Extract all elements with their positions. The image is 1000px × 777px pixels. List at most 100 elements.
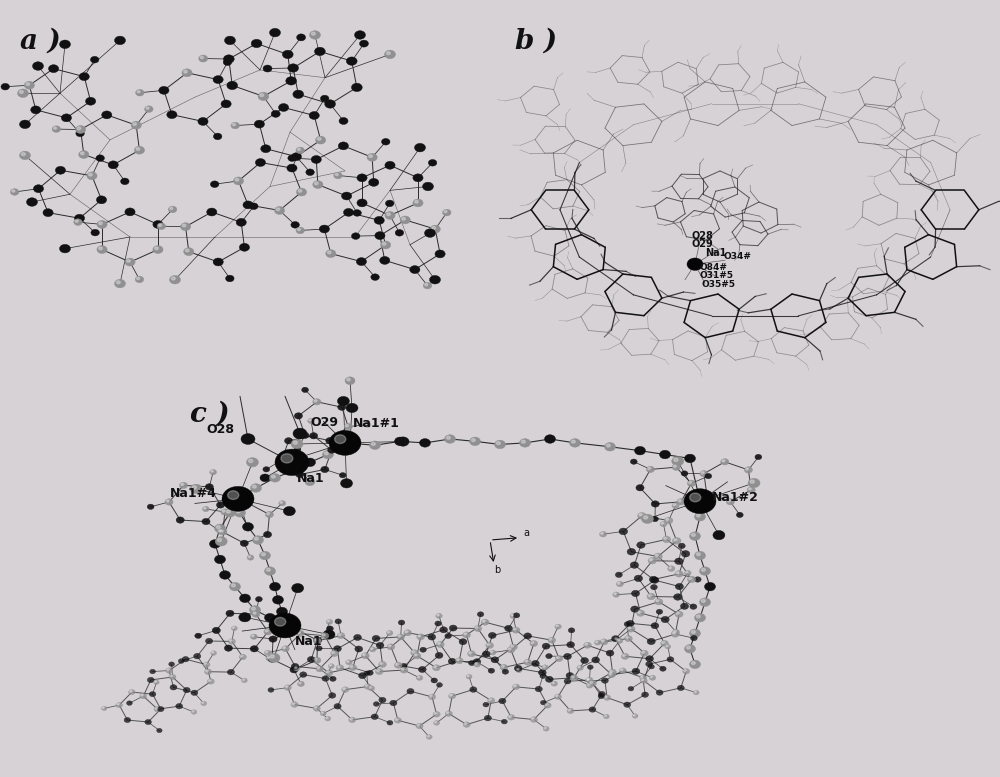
Circle shape xyxy=(602,640,604,642)
Circle shape xyxy=(276,208,280,211)
Circle shape xyxy=(488,632,496,639)
Circle shape xyxy=(373,702,379,706)
Circle shape xyxy=(489,699,491,701)
Circle shape xyxy=(207,208,217,216)
Circle shape xyxy=(43,209,53,217)
Circle shape xyxy=(431,678,437,683)
Circle shape xyxy=(75,220,78,222)
Circle shape xyxy=(231,122,239,129)
Circle shape xyxy=(341,479,353,488)
Circle shape xyxy=(684,644,696,653)
Circle shape xyxy=(218,530,221,531)
Circle shape xyxy=(176,517,184,523)
Circle shape xyxy=(605,696,607,698)
Circle shape xyxy=(367,671,373,675)
Circle shape xyxy=(501,720,507,724)
Circle shape xyxy=(413,653,421,659)
Circle shape xyxy=(342,192,352,200)
Circle shape xyxy=(674,594,682,601)
Circle shape xyxy=(746,468,749,470)
Circle shape xyxy=(281,454,293,463)
Circle shape xyxy=(640,650,648,657)
Circle shape xyxy=(512,627,520,633)
Circle shape xyxy=(310,31,320,40)
Circle shape xyxy=(628,686,634,691)
Circle shape xyxy=(220,530,223,532)
Circle shape xyxy=(284,685,291,691)
Circle shape xyxy=(216,525,220,528)
Circle shape xyxy=(545,676,553,682)
Circle shape xyxy=(475,663,477,664)
Circle shape xyxy=(557,657,559,659)
Circle shape xyxy=(275,618,286,626)
Circle shape xyxy=(639,675,646,681)
Circle shape xyxy=(438,643,441,645)
Circle shape xyxy=(632,714,638,718)
Circle shape xyxy=(426,734,432,739)
Circle shape xyxy=(721,458,729,465)
Circle shape xyxy=(217,538,221,542)
Circle shape xyxy=(370,441,380,449)
Circle shape xyxy=(326,717,328,719)
Circle shape xyxy=(755,455,762,460)
Circle shape xyxy=(494,440,506,449)
Circle shape xyxy=(448,658,456,664)
Circle shape xyxy=(402,218,405,220)
Circle shape xyxy=(664,537,667,539)
Circle shape xyxy=(693,690,699,695)
Circle shape xyxy=(264,650,271,655)
Circle shape xyxy=(521,440,525,443)
Circle shape xyxy=(687,576,696,583)
Circle shape xyxy=(381,241,391,249)
Circle shape xyxy=(230,583,240,591)
Circle shape xyxy=(313,180,323,189)
Circle shape xyxy=(316,646,322,651)
Circle shape xyxy=(642,692,649,698)
Circle shape xyxy=(687,258,703,270)
Circle shape xyxy=(397,437,409,446)
Circle shape xyxy=(371,648,373,650)
Circle shape xyxy=(294,447,301,452)
Circle shape xyxy=(651,577,659,584)
Circle shape xyxy=(327,620,330,622)
Circle shape xyxy=(681,471,688,476)
Circle shape xyxy=(531,642,534,643)
Circle shape xyxy=(176,703,183,709)
Circle shape xyxy=(268,653,280,663)
Circle shape xyxy=(136,89,144,96)
Circle shape xyxy=(325,670,333,676)
Circle shape xyxy=(380,256,390,264)
Circle shape xyxy=(571,676,574,678)
Text: Na1#2: Na1#2 xyxy=(712,491,759,504)
Circle shape xyxy=(449,625,457,631)
Circle shape xyxy=(651,584,657,590)
Circle shape xyxy=(375,668,383,674)
Circle shape xyxy=(255,597,262,602)
Circle shape xyxy=(52,126,61,132)
Circle shape xyxy=(638,611,641,613)
Circle shape xyxy=(689,577,692,580)
Text: Na1#4: Na1#4 xyxy=(170,487,217,500)
Circle shape xyxy=(418,667,426,672)
Circle shape xyxy=(283,507,295,516)
Circle shape xyxy=(471,438,475,441)
Text: O29: O29 xyxy=(692,239,714,249)
Circle shape xyxy=(600,639,608,645)
Circle shape xyxy=(524,659,532,665)
Circle shape xyxy=(145,720,151,725)
Circle shape xyxy=(178,659,184,664)
Circle shape xyxy=(268,656,276,662)
Circle shape xyxy=(239,243,250,251)
Circle shape xyxy=(694,614,706,622)
Circle shape xyxy=(549,638,552,640)
Circle shape xyxy=(672,464,680,470)
Circle shape xyxy=(304,458,316,466)
Circle shape xyxy=(280,622,290,629)
Circle shape xyxy=(396,719,398,720)
Circle shape xyxy=(334,172,342,179)
Circle shape xyxy=(674,538,677,541)
Circle shape xyxy=(385,211,395,219)
Circle shape xyxy=(662,642,665,643)
Circle shape xyxy=(486,643,494,648)
Circle shape xyxy=(510,613,516,618)
